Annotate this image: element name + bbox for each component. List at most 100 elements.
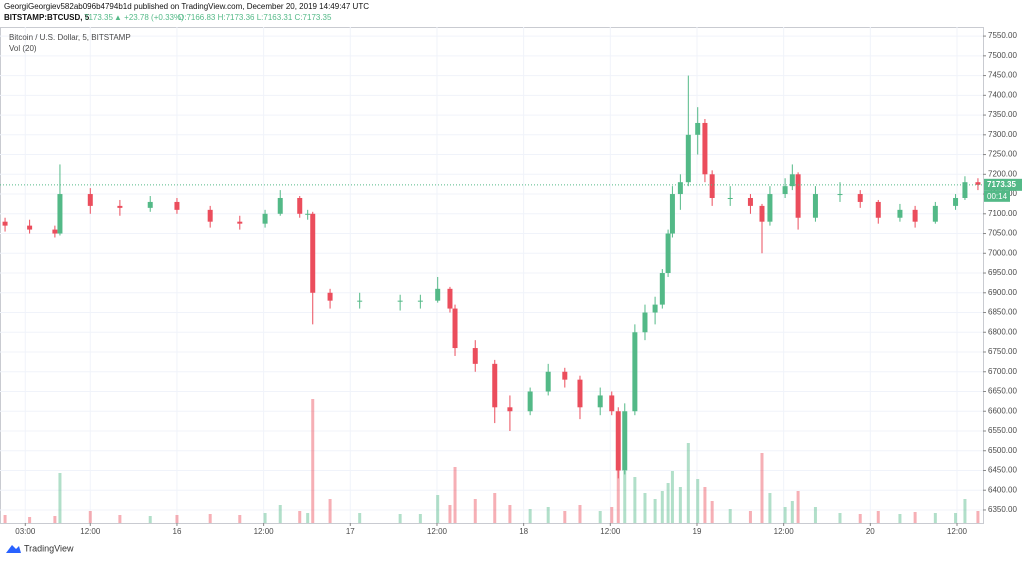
candle-body bbox=[597, 395, 603, 408]
brand: TradingView bbox=[24, 543, 74, 553]
volume-bar bbox=[263, 513, 267, 523]
candle-body bbox=[207, 209, 213, 222]
candle-body bbox=[417, 300, 423, 302]
volume-bar bbox=[563, 511, 567, 523]
candle-body bbox=[953, 197, 959, 206]
candle-body bbox=[652, 304, 658, 313]
volume-bar bbox=[710, 501, 714, 523]
candle-body bbox=[782, 186, 788, 195]
countdown: 00:14 bbox=[987, 192, 1008, 201]
volume-bar bbox=[118, 515, 122, 523]
candle-body bbox=[759, 205, 765, 222]
volume-bar bbox=[913, 512, 917, 523]
volume-bar bbox=[528, 509, 532, 523]
candle-body bbox=[789, 174, 795, 187]
volume-bar bbox=[748, 511, 752, 523]
candle-body bbox=[685, 134, 691, 183]
volume-bar bbox=[898, 514, 902, 523]
y-tick-label: 7300.00 bbox=[988, 130, 1017, 139]
candle-body bbox=[747, 197, 753, 206]
candle-body bbox=[767, 194, 773, 222]
candle-body bbox=[562, 371, 568, 380]
y-tick-label: 7500.00 bbox=[988, 51, 1017, 60]
candle-body bbox=[812, 194, 818, 218]
candle-body bbox=[117, 205, 123, 208]
candle-body bbox=[609, 395, 615, 412]
y-tick-label: 7050.00 bbox=[988, 229, 1017, 238]
candle-body bbox=[795, 174, 801, 218]
price: 7173.35 bbox=[84, 13, 113, 22]
candle-body bbox=[727, 197, 733, 199]
volume-bar bbox=[453, 467, 457, 523]
x-tick-label: 18 bbox=[519, 527, 528, 536]
candle-body bbox=[452, 308, 458, 349]
volume-bar bbox=[473, 499, 477, 523]
candle-body bbox=[702, 122, 708, 175]
candle-body bbox=[837, 194, 843, 196]
y-tick-label: 7200.00 bbox=[988, 169, 1017, 178]
volume-bar bbox=[976, 511, 980, 523]
x-tick-label: 20 bbox=[866, 527, 875, 536]
x-tick-label: 12:00 bbox=[254, 527, 275, 536]
candle-body bbox=[577, 379, 583, 408]
volume-bar bbox=[813, 507, 817, 523]
volume-bar bbox=[703, 487, 707, 523]
logo[interactable]: TradingView bbox=[6, 543, 74, 553]
candle-body bbox=[237, 221, 243, 224]
y-tick-label: 7250.00 bbox=[988, 150, 1017, 159]
y-tick-label: 7400.00 bbox=[988, 90, 1017, 99]
volume-bar bbox=[238, 515, 242, 523]
y-tick-label: 7100.00 bbox=[988, 209, 1017, 218]
candle-body bbox=[677, 182, 683, 195]
y-tick-label: 7000.00 bbox=[988, 248, 1017, 257]
y-tick-label: 6950.00 bbox=[988, 268, 1017, 277]
volume-bar bbox=[768, 493, 772, 523]
volume-bar bbox=[838, 513, 842, 523]
volume-bar bbox=[328, 499, 332, 523]
symbol: BITSTAMP:BTCUSD, 5 bbox=[4, 13, 90, 22]
candle-body bbox=[695, 122, 701, 135]
volume-bar bbox=[298, 511, 302, 523]
change: ▲ +23.78 (+0.33%) bbox=[114, 13, 184, 22]
candle-body bbox=[875, 201, 881, 218]
candle-body bbox=[472, 348, 478, 364]
volume-bar bbox=[954, 513, 958, 523]
y-tick-label: 6350.00 bbox=[988, 505, 1017, 514]
y-tick-label: 7550.00 bbox=[988, 31, 1017, 40]
candle-body bbox=[659, 273, 665, 305]
x-tick-label: 12:00 bbox=[947, 527, 968, 536]
y-tick-label: 6750.00 bbox=[988, 347, 1017, 356]
volume-label: Vol (20) bbox=[9, 44, 37, 53]
volume-bar bbox=[696, 479, 700, 523]
volume-bar bbox=[963, 499, 967, 523]
candle-body bbox=[87, 194, 93, 206]
y-tick-label: 6600.00 bbox=[988, 406, 1017, 415]
x-tick-label: 12:00 bbox=[80, 527, 101, 536]
volume-bar bbox=[876, 511, 880, 523]
logo-icon bbox=[6, 545, 21, 553]
x-tick-label: 17 bbox=[346, 527, 355, 536]
candle-body bbox=[962, 182, 968, 198]
volume-bar bbox=[28, 517, 32, 523]
candle-body bbox=[632, 332, 638, 412]
candle-body bbox=[622, 411, 628, 471]
y-tick-label: 6800.00 bbox=[988, 327, 1017, 336]
x-tick-label: 03:00 bbox=[15, 527, 36, 536]
x-tick-label: 12:00 bbox=[427, 527, 448, 536]
y-tick-label: 7450.00 bbox=[988, 71, 1017, 80]
volume-bar bbox=[686, 443, 690, 523]
candle-body bbox=[615, 411, 621, 471]
candle-body bbox=[665, 233, 671, 274]
candle-body bbox=[147, 201, 153, 208]
candle-body bbox=[507, 407, 513, 412]
volume-bar bbox=[418, 514, 422, 523]
candle-body bbox=[447, 288, 453, 309]
candle-body bbox=[642, 312, 648, 333]
volume-bar bbox=[666, 483, 670, 523]
candle-body bbox=[297, 197, 303, 214]
volume-bar bbox=[546, 507, 550, 523]
candle-body bbox=[435, 288, 441, 301]
volume-bar bbox=[610, 507, 614, 523]
volume-bar bbox=[670, 471, 674, 523]
candle-body bbox=[310, 213, 316, 293]
